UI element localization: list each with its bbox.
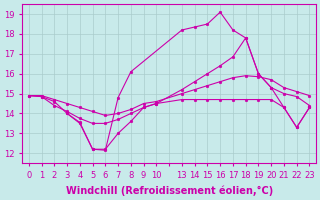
X-axis label: Windchill (Refroidissement éolien,°C): Windchill (Refroidissement éolien,°C) <box>66 185 273 196</box>
